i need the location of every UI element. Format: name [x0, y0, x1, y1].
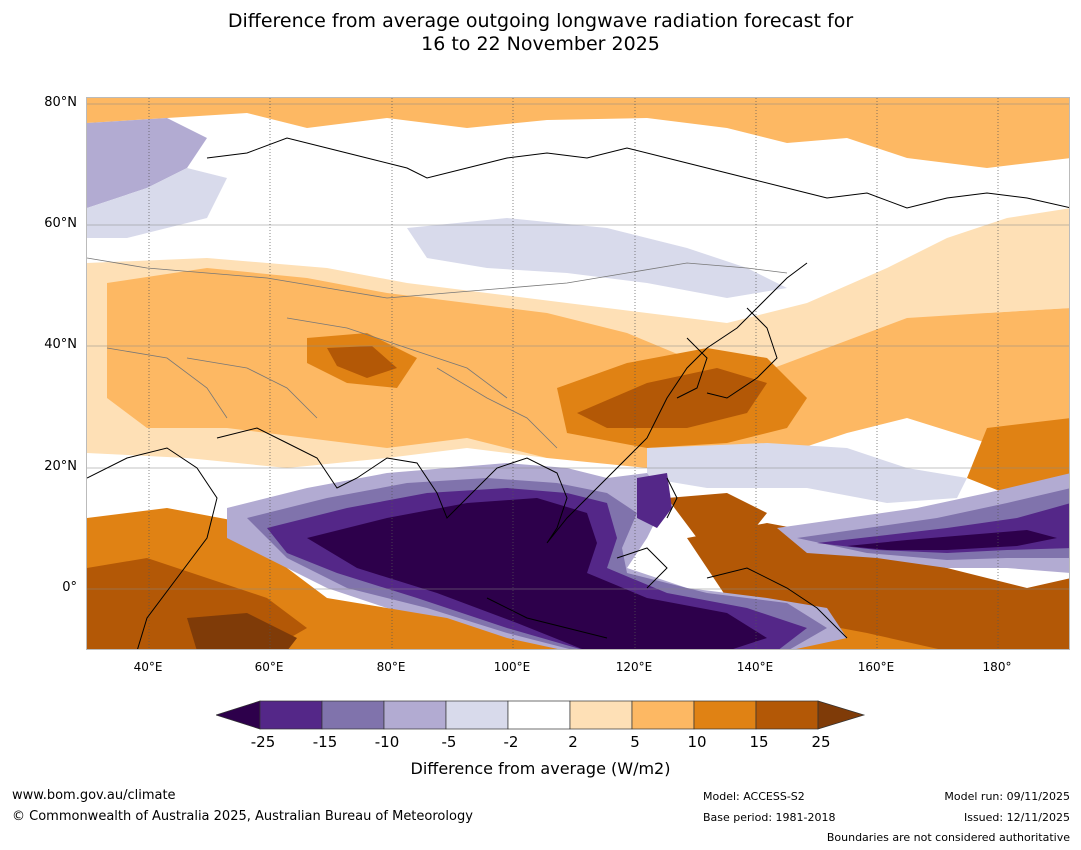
anomaly-region	[87, 118, 207, 208]
colorbar-arrow-low	[216, 700, 261, 730]
copyright-text: © Commonwealth of Australia 2025, Austra…	[12, 809, 473, 824]
lat-label-80n: 80°N	[44, 95, 77, 110]
lon-label-60e: 60°E	[254, 660, 284, 674]
title-line-2: 16 to 22 November 2025	[421, 33, 660, 55]
website-link[interactable]: www.bom.gov.au/climate	[12, 788, 176, 803]
colorbar-swatch	[569, 700, 633, 730]
map-panel	[86, 97, 1070, 650]
colorbar	[216, 700, 866, 730]
anomaly-region	[87, 168, 227, 238]
country-boundaries	[87, 257, 788, 449]
anomaly-region	[307, 498, 767, 649]
lon-label-140e: 140°E	[736, 660, 774, 674]
lon-label-180: 180°	[982, 660, 1012, 674]
anomaly-region	[847, 530, 1057, 550]
anomaly-region	[577, 368, 767, 428]
colorbar-tick: 5	[630, 733, 640, 751]
lon-label-160e: 160°E	[857, 660, 895, 674]
coastlines	[87, 137, 1069, 649]
issued-date: Issued: 12/11/2025	[963, 811, 1070, 824]
title-line-1: Difference from average outgoing longwav…	[227, 10, 854, 32]
anomaly-region	[327, 346, 397, 378]
model-name: Model: ACCESS-S2	[703, 790, 805, 803]
colorbar-arrow-high	[817, 700, 866, 730]
chart-title: Difference from average outgoing longwav…	[0, 10, 1081, 56]
lon-label-40e: 40°E	[133, 660, 163, 674]
boundaries-disclaimer: Boundaries are not considered authoritat…	[826, 831, 1070, 844]
anomaly-region	[87, 98, 1069, 168]
model-run-date: Model run: 09/11/2025	[944, 790, 1070, 803]
colorbar-tick: -5	[441, 733, 457, 751]
colorbar-tick: 10	[687, 733, 707, 751]
lat-label-40n: 40°N	[44, 337, 77, 352]
latitude-gridlines	[87, 103, 1069, 590]
colorbar-label: Difference from average (W/m2)	[410, 759, 671, 778]
colorbar-swatch	[507, 700, 571, 730]
colorbar-tick: -10	[374, 733, 400, 751]
anomaly-region	[647, 443, 967, 503]
olr-anomaly-map	[87, 98, 1069, 649]
colorbar-tick: -2	[503, 733, 519, 751]
colorbar-tick: 2	[568, 733, 578, 751]
colorbar-swatch	[259, 700, 323, 730]
lat-label-20n: 20°N	[44, 459, 77, 474]
anomaly-region	[967, 418, 1069, 498]
colorbar-swatch	[383, 700, 447, 730]
anomaly-region	[87, 508, 1069, 649]
colorbar-swatch	[631, 700, 695, 730]
lon-label-100e: 100°E	[493, 660, 531, 674]
anomaly-region	[637, 473, 672, 528]
lat-label-0: 0°	[62, 580, 77, 595]
lon-label-120e: 120°E	[615, 660, 653, 674]
anomaly-region	[687, 523, 1069, 649]
colorbar-tick: -15	[312, 733, 338, 751]
colorbar-swatch	[445, 700, 509, 730]
colorbar-tick: 25	[811, 733, 831, 751]
colorbar-swatch	[693, 700, 757, 730]
anomaly-region	[107, 268, 1069, 468]
anomaly-region	[187, 613, 297, 649]
anomaly-region	[667, 493, 767, 538]
colorbar-swatch	[755, 700, 819, 730]
colorbar-tick: -25	[250, 733, 276, 751]
base-period: Base period: 1981-2018	[703, 811, 836, 824]
colorbar-swatch	[321, 700, 385, 730]
anomaly-region	[407, 218, 787, 298]
longitude-gridlines	[148, 98, 999, 649]
lon-label-80e: 80°E	[376, 660, 406, 674]
lat-label-60n: 60°N	[44, 216, 77, 231]
colorbar-tick: 15	[749, 733, 769, 751]
